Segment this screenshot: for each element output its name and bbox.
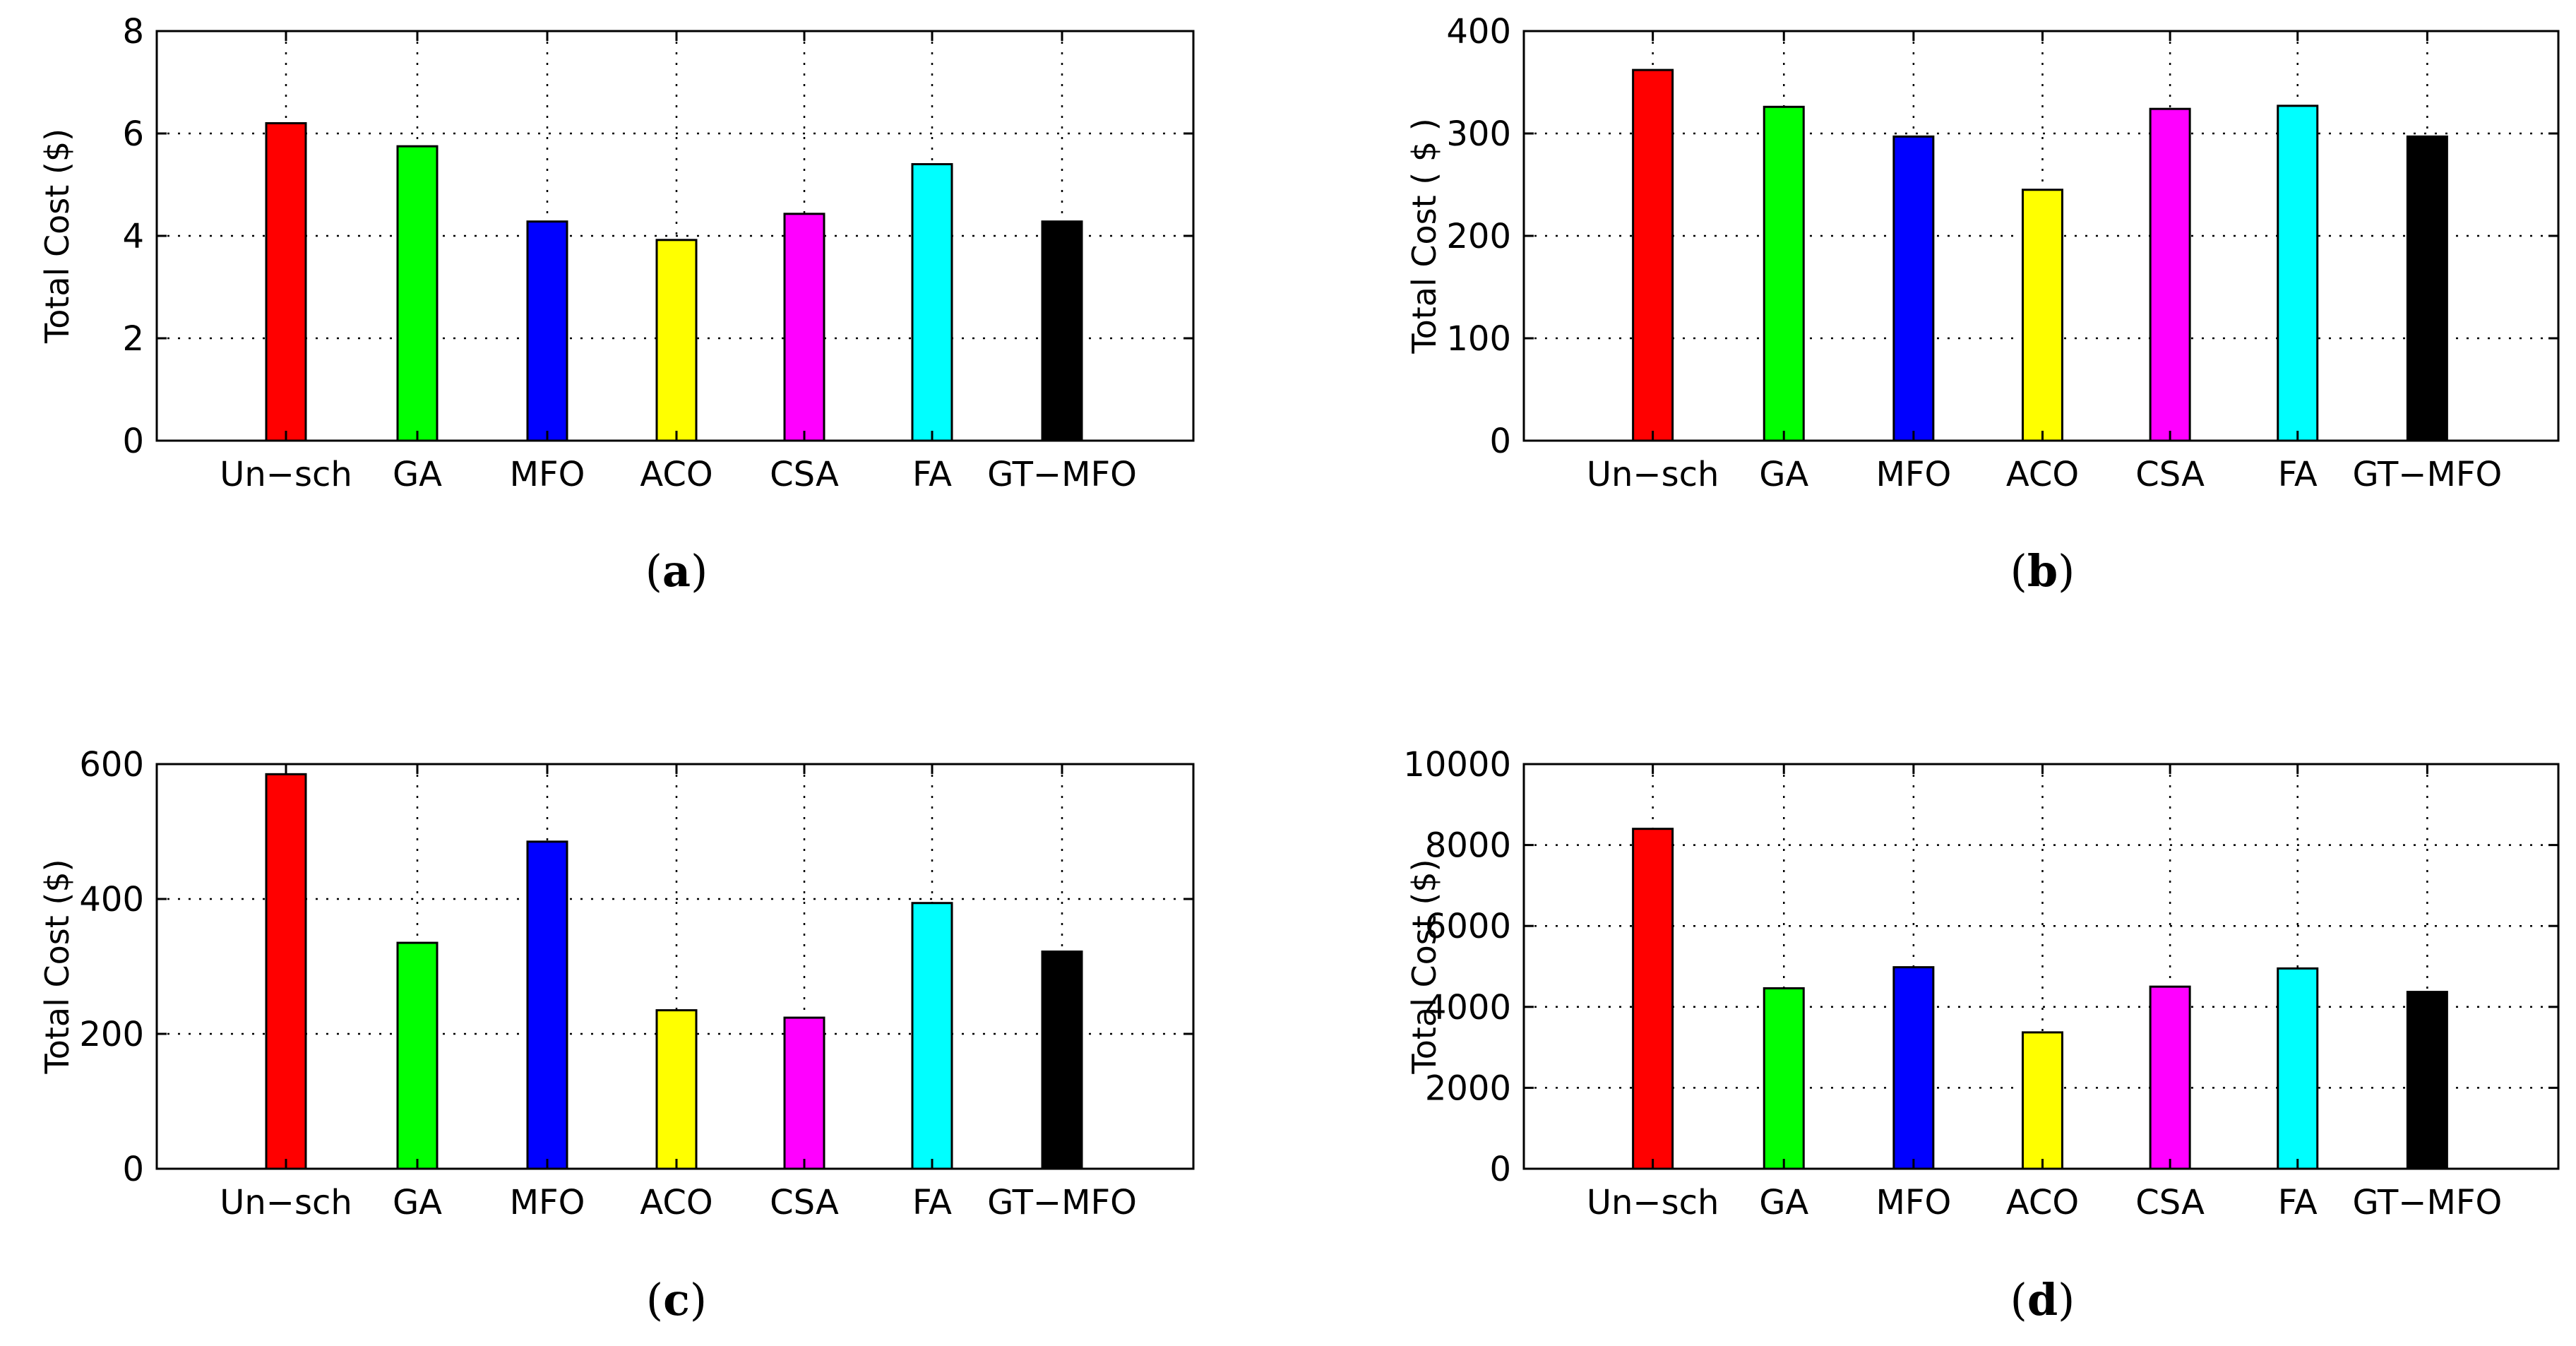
panel-caption: (b)	[2010, 545, 2075, 597]
bar-gt-mfo	[1041, 950, 1083, 1170]
bar-ga	[1763, 105, 1805, 442]
y-tick-label: 8000	[1425, 826, 1511, 866]
x-tick-label: MFO	[1876, 455, 1951, 494]
y-tick-label: 4	[122, 217, 144, 256]
chart-panel-b: 0 100 200 300 400 Un−sch GA MFO ACO CSA FA GT−MFO To…	[1405, 12, 2560, 597]
bar-fa	[911, 902, 953, 1170]
y-tick-label: 100	[1446, 319, 1511, 359]
x-tick-label: ACO	[640, 455, 712, 494]
x-tick-label: GT−MFO	[2352, 1183, 2502, 1222]
chart-panel-d: 0 2000 4000 6000 8000 10000 Un−sch GA MFO ACO CSA F…	[1403, 745, 2560, 1326]
x-tick-label: MFO	[510, 1183, 585, 1222]
bar-mfo	[1892, 135, 1935, 442]
y-tick-label: 200	[79, 1015, 144, 1054]
x-tick-label: MFO	[1876, 1183, 1951, 1222]
x-tick-label: Un−sch	[1587, 1183, 1719, 1222]
bar-gt-mfo	[1041, 220, 1083, 442]
bar-ga	[1763, 987, 1805, 1170]
y-tick-label: 2000	[1425, 1068, 1511, 1108]
x-tick-label: CSA	[2135, 455, 2205, 494]
x-tick-label: CSA	[770, 1183, 839, 1222]
x-tick-label: CSA	[2135, 1183, 2205, 1222]
x-tick-label: GT−MFO	[2352, 455, 2502, 494]
y-tick-label: 6000	[1425, 907, 1511, 946]
bar-un-sch	[265, 773, 307, 1170]
bar-aco	[655, 1009, 698, 1170]
y-tick-label: 0	[1489, 1150, 1511, 1189]
x-tick-label: Un−sch	[220, 455, 352, 494]
plot-frame	[155, 763, 1195, 1170]
y-tick-label: 10000	[1403, 745, 1511, 785]
bar-un-sch	[1632, 828, 1674, 1170]
x-tick-label: MFO	[510, 455, 585, 494]
y-axis-label: Total Cost ( $ )	[1405, 118, 1443, 354]
x-tick-label: ACO	[640, 1183, 712, 1222]
panel-caption: (d)	[2010, 1274, 2075, 1326]
y-axis-label: Total Cost ($)	[38, 129, 76, 344]
bar-csa	[783, 213, 825, 442]
y-tick-label: 2	[122, 319, 144, 359]
bar-mfo	[526, 220, 568, 442]
panel-caption: (a)	[645, 545, 708, 597]
panel-caption-letter: b	[2027, 545, 2058, 597]
bar-gt-mfo	[2406, 991, 2448, 1170]
y-tick-label: 200	[1446, 217, 1511, 256]
bar-csa	[783, 1016, 825, 1170]
y-tick-label: 400	[1446, 12, 1511, 52]
bar-mfo	[526, 840, 568, 1170]
y-axis-label: Total Cost ($)	[1405, 859, 1443, 1074]
x-tick-label: Un−sch	[1587, 455, 1719, 494]
y-tick-label: 8	[122, 12, 144, 52]
x-tick-label: GT−MFO	[987, 1183, 1137, 1222]
y-tick-label: 0	[122, 422, 144, 461]
panel-caption-letter: a	[662, 545, 691, 597]
bar-gt-mfo	[2406, 135, 2448, 442]
y-tick-label: 4000	[1425, 988, 1511, 1028]
bar-aco	[655, 239, 698, 442]
panel-caption: (c)	[646, 1274, 707, 1326]
y-tick-label: 0	[122, 1150, 144, 1189]
x-tick-label: FA	[912, 1183, 952, 1222]
bar-fa	[2277, 967, 2319, 1170]
y-tick-label: 400	[79, 880, 144, 919]
plot-frame	[1522, 763, 2560, 1170]
bar-csa	[2149, 985, 2191, 1170]
bar-un-sch	[1632, 69, 1674, 442]
y-tick-label: 300	[1446, 114, 1511, 154]
bar-fa	[2277, 105, 2319, 442]
x-tick-label: ACO	[2006, 455, 2079, 494]
y-axis-label: Total Cost ($)	[38, 859, 76, 1074]
x-tick-label: ACO	[2006, 1183, 2079, 1222]
bar-aco	[2021, 1031, 2063, 1170]
chart-panel-c: 0 200 400 600 Un−sch GA MFO ACO CSA FA GT−MFO Total…	[38, 745, 1195, 1326]
panel-caption-letter: c	[663, 1274, 690, 1326]
x-tick-label: Un−sch	[220, 1183, 352, 1222]
y-tick-label: 600	[79, 745, 144, 785]
x-tick-label: CSA	[770, 455, 839, 494]
x-tick-label: FA	[2278, 455, 2318, 494]
bar-ga	[396, 145, 439, 442]
x-tick-label: GA	[1759, 1183, 1808, 1222]
x-tick-label: GT−MFO	[987, 455, 1137, 494]
x-tick-label: GA	[393, 455, 442, 494]
x-tick-label: FA	[912, 455, 952, 494]
bar-ga	[396, 941, 439, 1170]
bar-fa	[911, 163, 953, 442]
x-tick-label: GA	[1759, 455, 1808, 494]
y-tick-label: 6	[122, 114, 144, 154]
bar-csa	[2149, 107, 2191, 442]
chart-panel-a: 0 2 4 6 8 Un−sch GA MFO ACO CSA FA GT−MFO Total Cost…	[38, 12, 1195, 597]
panel-caption-letter: d	[2027, 1274, 2058, 1326]
y-tick-label: 0	[1489, 422, 1511, 461]
x-tick-label: GA	[393, 1183, 442, 1222]
bar-aco	[2021, 189, 2063, 442]
x-tick-label: FA	[2278, 1183, 2318, 1222]
bar-mfo	[1892, 966, 1935, 1170]
bar-un-sch	[265, 122, 307, 442]
